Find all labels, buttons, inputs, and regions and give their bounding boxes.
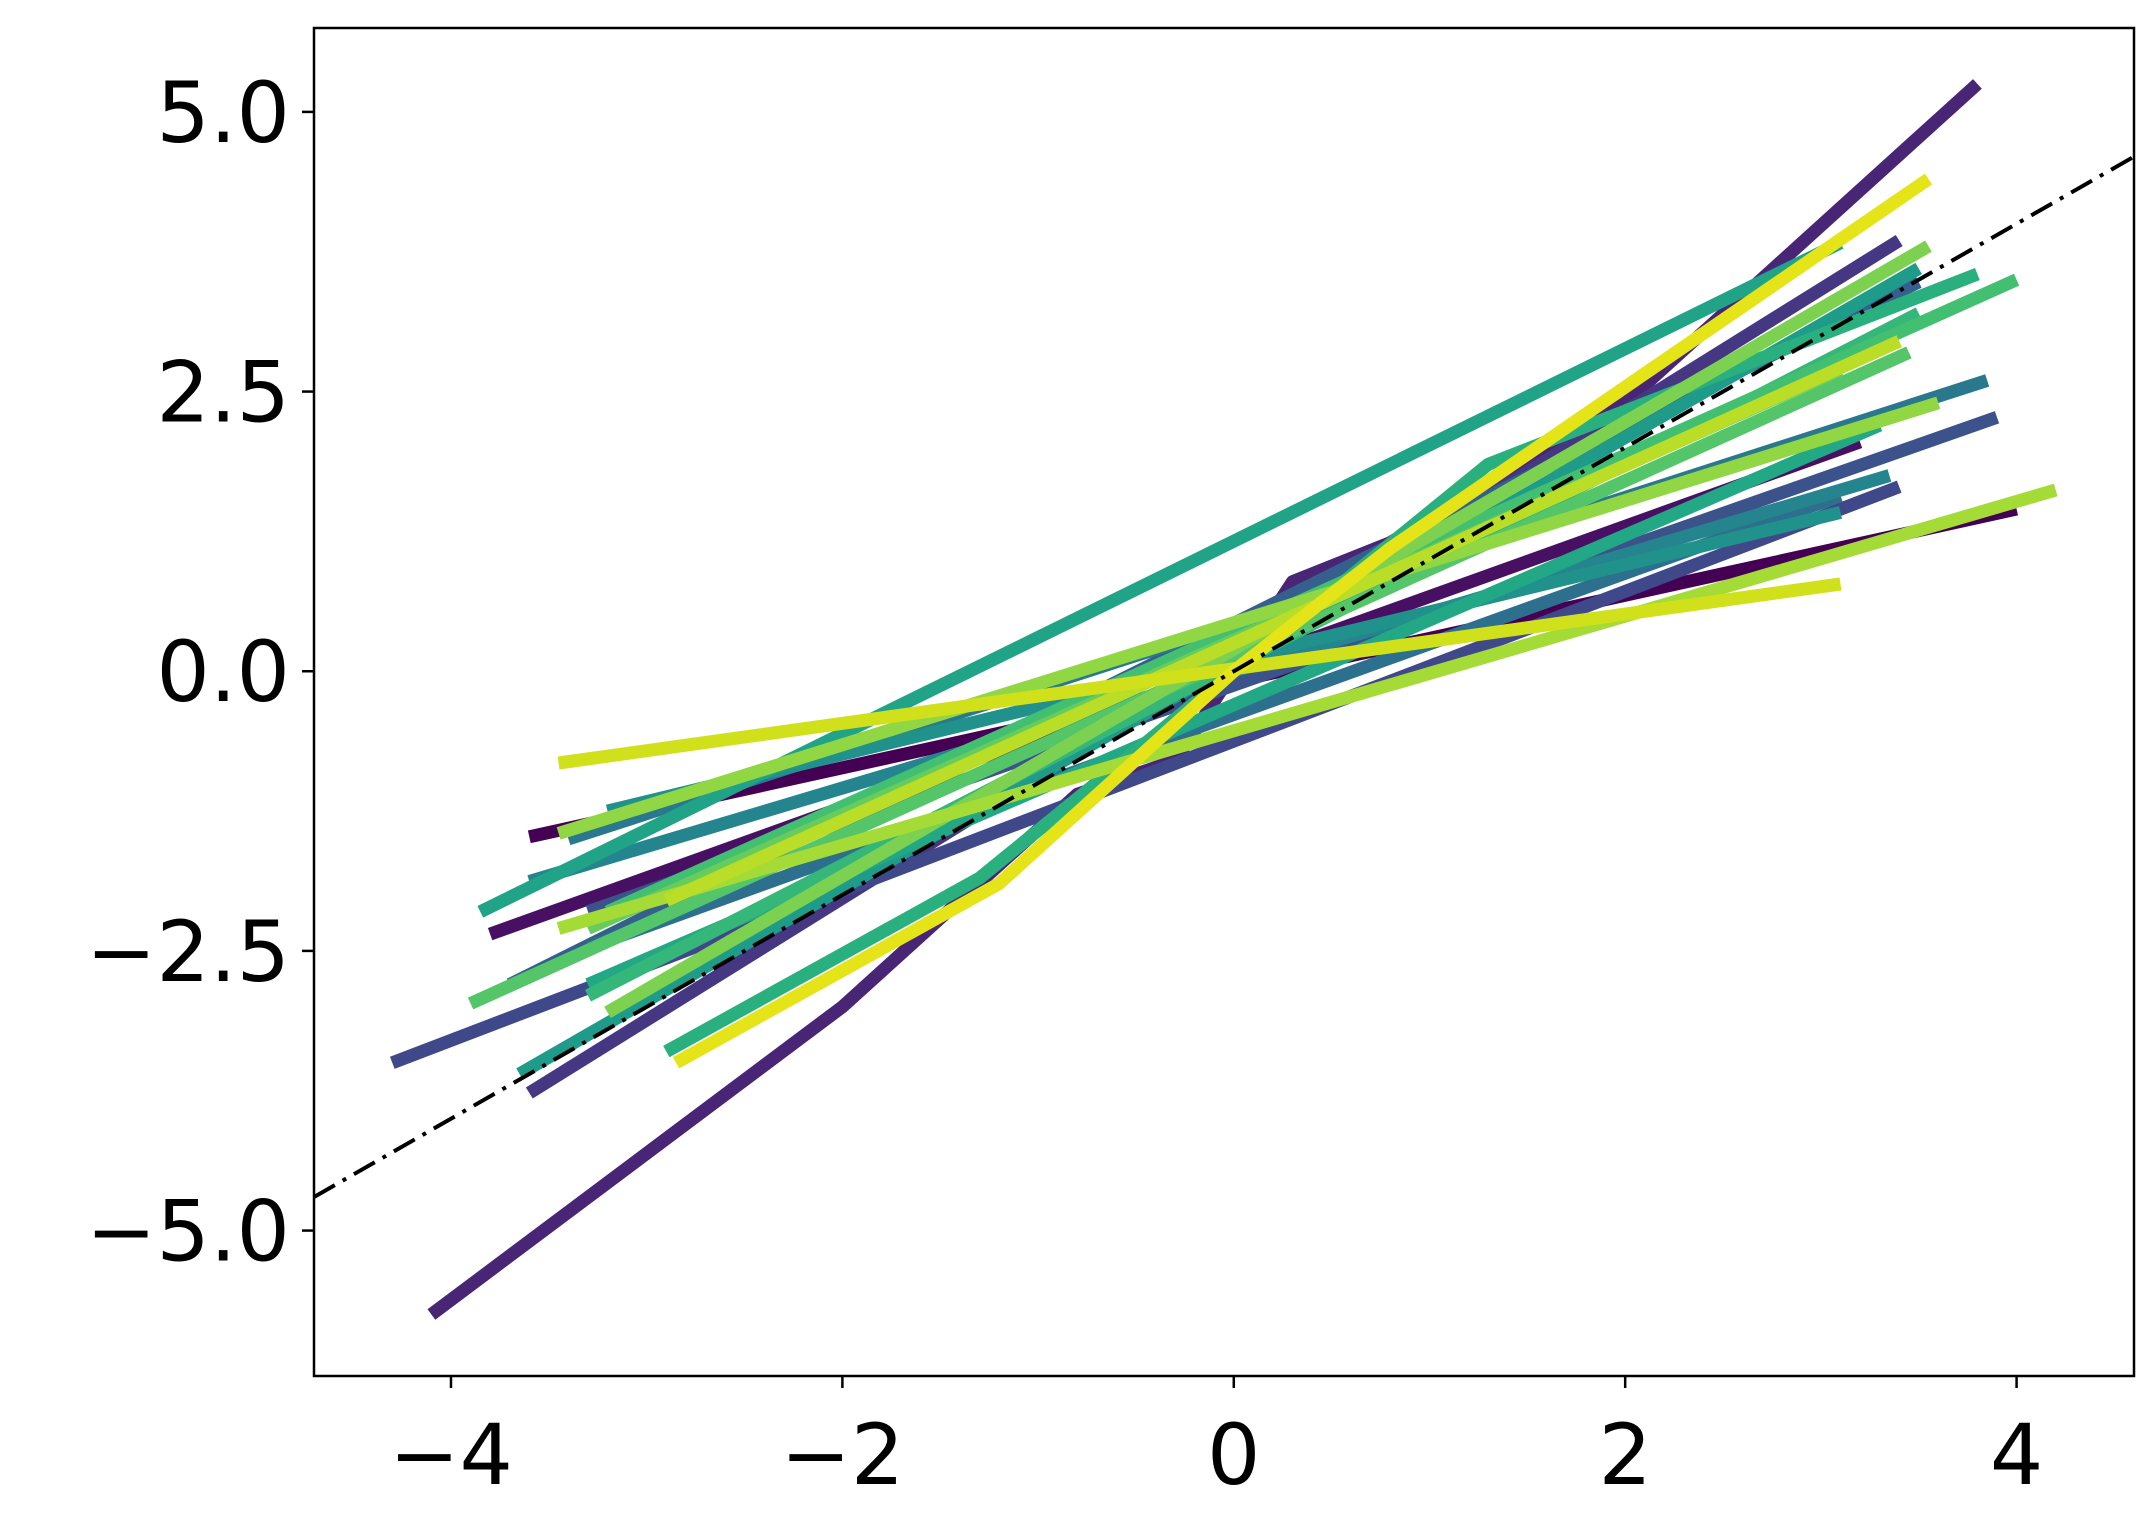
plot-frame [312,26,2136,1378]
series-line-12 [477,236,1844,918]
x-tick-label: 4 [1990,1406,2043,1504]
x-tick-label: 0 [1207,1406,1260,1504]
series-line-20 [556,396,1941,840]
x-tick-label: −2 [780,1406,904,1504]
x-axis: −4 −2 0 2 4 [389,1376,2043,1504]
y-tick-label: −2.5 [86,903,290,1001]
reference-line-layer [314,154,2134,1199]
x-tick-label: −4 [389,1406,513,1504]
series-line-22 [663,335,1902,907]
series-line-21 [556,483,2058,935]
y-tick-label: 5.0 [156,64,290,162]
series-line-7 [585,489,1843,954]
y-tick-label: 0.0 [156,623,290,721]
y-tick-label: 2.5 [156,344,290,442]
y-axis: −5.0 −2.5 0.0 2.5 5.0 [86,64,314,1281]
y-tick-label: −5.0 [86,1183,290,1281]
series-line-23 [557,577,1842,770]
x-tick-label: 2 [1598,1406,1651,1504]
reference-line [314,154,2134,1199]
